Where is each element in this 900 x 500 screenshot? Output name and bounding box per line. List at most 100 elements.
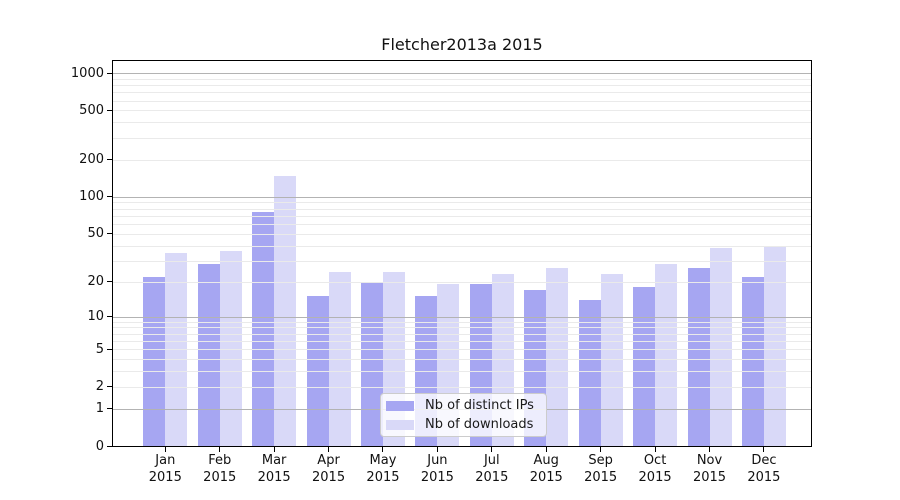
- minor-gridline: [113, 92, 811, 94]
- y-tick-label: 5: [95, 341, 104, 357]
- x-tick-label-jul: Jul 2015: [475, 453, 509, 485]
- x-tick-label-nov: Nov 2015: [692, 453, 727, 485]
- bar-downloads-feb: [219, 251, 242, 446]
- major-gridline: [113, 73, 811, 75]
- minor-gridline: [113, 208, 811, 210]
- minor-gridline: [113, 321, 811, 323]
- x-tick-mark: [763, 447, 765, 452]
- y-tick-mark: [107, 408, 112, 410]
- bar-downloads-nov: [709, 248, 732, 446]
- minor-gridline: [113, 215, 811, 217]
- y-tick-mark: [107, 159, 112, 161]
- bar-downloads-oct: [655, 264, 678, 446]
- y-tick-label: 500: [79, 102, 104, 118]
- x-tick-mark: [491, 447, 493, 452]
- x-tick-mark: [600, 447, 602, 452]
- legend-swatch-downloads: [386, 419, 414, 430]
- bar-distinct-ips-feb: [197, 264, 220, 446]
- minor-gridline: [113, 371, 811, 373]
- minor-gridline: [113, 78, 811, 80]
- bar-distinct-ips-apr: [306, 296, 329, 446]
- minor-gridline: [113, 100, 811, 102]
- minor-gridline: [113, 359, 811, 361]
- bar-distinct-ips-dec: [741, 276, 764, 446]
- minor-gridline: [113, 122, 811, 124]
- y-tick-label: 100: [79, 189, 104, 205]
- x-tick-mark: [273, 447, 275, 452]
- minor-gridline: [113, 327, 811, 329]
- y-tick-label: 1: [95, 401, 104, 417]
- x-tick-label-aug: Aug 2015: [529, 453, 563, 485]
- bar-distinct-ips-nov: [687, 268, 710, 446]
- y-tick-mark: [107, 196, 112, 198]
- legend-label: Nb of distinct IPs: [425, 398, 534, 413]
- y-tick-mark: [107, 445, 112, 447]
- minor-gridline: [113, 340, 811, 342]
- y-tick-label: 0: [95, 438, 104, 454]
- y-tick-mark: [107, 72, 112, 74]
- bar-downloads-aug: [546, 268, 569, 446]
- x-tick-mark: [654, 447, 656, 452]
- bar-downloads-jan: [165, 252, 188, 446]
- y-tick-mark: [107, 348, 112, 350]
- y-tick-label: 200: [79, 152, 104, 168]
- x-tick-mark: [709, 447, 710, 452]
- x-tick-label-mar: Mar 2015: [257, 453, 291, 485]
- legend-swatch-distinct-ips: [386, 400, 414, 411]
- minor-gridline: [113, 159, 811, 161]
- minor-gridline: [113, 202, 811, 204]
- minor-gridline: [113, 349, 811, 351]
- bar-downloads-dec: [763, 245, 786, 446]
- x-tick-mark: [219, 447, 221, 452]
- chart-title: Fletcher2013a 2015: [381, 35, 543, 54]
- y-tick-mark: [107, 281, 112, 283]
- bar-distinct-ips-jan: [143, 276, 166, 446]
- y-tick-label: 10: [87, 309, 104, 325]
- minor-gridline: [113, 245, 811, 247]
- minor-gridline: [113, 260, 811, 262]
- x-tick-mark: [545, 447, 547, 452]
- minor-gridline: [113, 85, 811, 87]
- x-tick-label-dec: Dec 2015: [747, 453, 781, 485]
- legend: Nb of distinct IPs Nb of downloads: [380, 393, 547, 437]
- bar-distinct-ips-mar: [252, 211, 275, 446]
- minor-gridline: [113, 233, 811, 235]
- minor-gridline: [113, 224, 811, 226]
- y-tick-mark: [107, 316, 112, 318]
- minor-gridline: [113, 333, 811, 335]
- bar-downloads-apr: [328, 272, 351, 446]
- major-gridline: [113, 196, 811, 198]
- x-tick-label-oct: Oct 2015: [638, 453, 672, 485]
- x-tick-label-sep: Sep 2015: [584, 453, 618, 485]
- plot-area: [112, 60, 812, 447]
- x-tick-mark: [328, 447, 330, 452]
- major-gridline: [113, 316, 811, 318]
- legend-item-distinct-ips: Nb of distinct IPs: [386, 398, 540, 413]
- x-tick-label-jun: Jun 2015: [420, 453, 454, 485]
- y-tick-label: 1000: [70, 65, 104, 81]
- legend-item-downloads: Nb of downloads: [386, 417, 540, 432]
- minor-gridline: [113, 281, 811, 283]
- y-tick-mark: [107, 233, 112, 235]
- y-tick-label: 2: [95, 379, 104, 395]
- minor-gridline: [113, 137, 811, 139]
- y-tick-mark: [107, 386, 112, 388]
- x-tick-mark: [436, 447, 438, 452]
- x-tick-mark: [382, 447, 384, 452]
- x-tick-label-may: May 2015: [366, 453, 400, 485]
- bar-downloads-sep: [600, 274, 623, 446]
- minor-gridline: [113, 386, 811, 388]
- x-tick-label-jan: Jan 2015: [148, 453, 182, 485]
- x-tick-label-feb: Feb 2015: [203, 453, 237, 485]
- x-tick-mark: [164, 447, 166, 452]
- legend-label: Nb of downloads: [425, 417, 534, 432]
- minor-gridline: [113, 110, 811, 112]
- y-tick-label: 20: [87, 274, 104, 290]
- x-tick-label-apr: Apr 2015: [312, 453, 346, 485]
- bar-distinct-ips-may: [360, 281, 383, 446]
- y-tick-mark: [107, 109, 112, 111]
- bar-distinct-ips-oct: [633, 287, 656, 446]
- y-tick-label: 50: [87, 226, 104, 242]
- bar-downloads-mar: [274, 175, 297, 446]
